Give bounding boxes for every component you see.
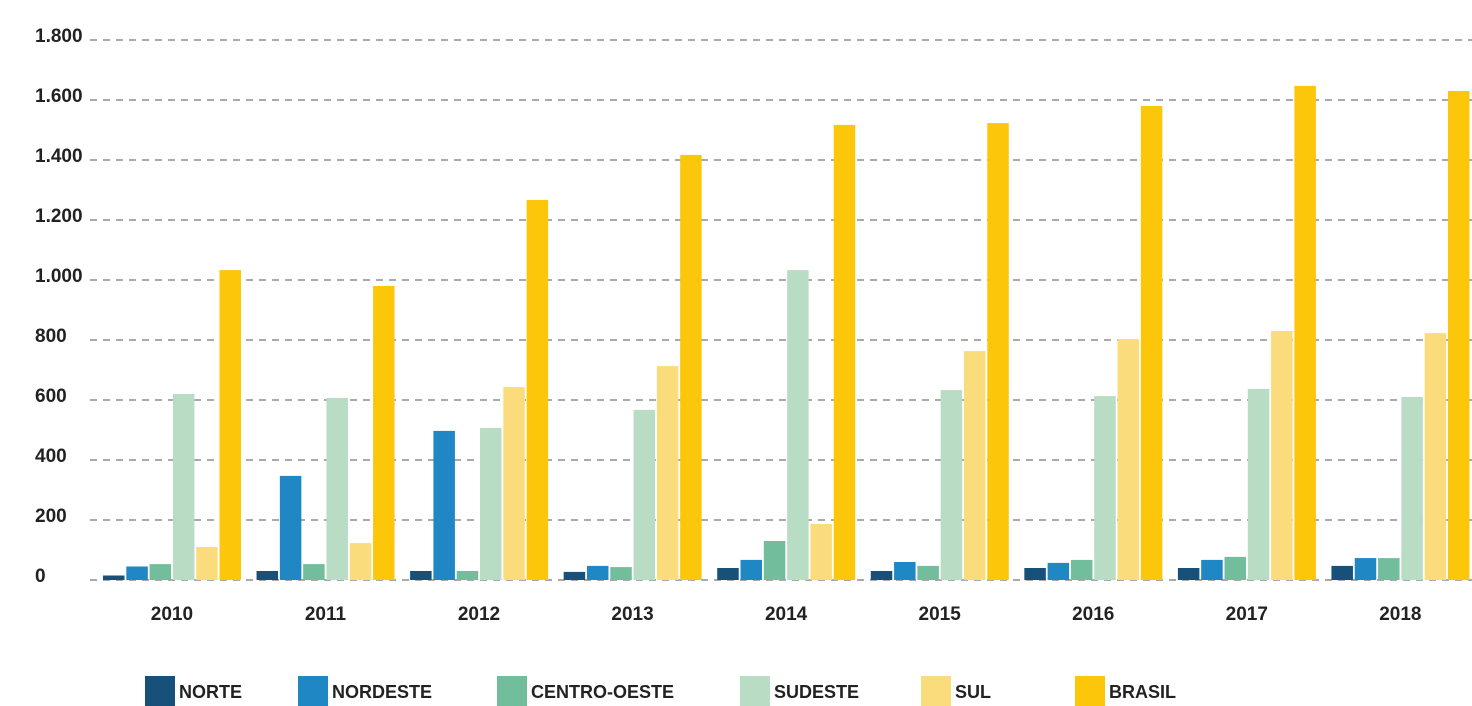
bar [717, 568, 739, 580]
y-tick-label: 1.200 [35, 206, 83, 227]
legend-swatch [1075, 676, 1105, 706]
legend-swatch [497, 676, 527, 706]
bar [963, 351, 986, 580]
y-tick-label: 400 [35, 446, 67, 467]
bar [326, 397, 348, 580]
y-tick-label: 1.600 [35, 86, 83, 107]
bar [1201, 559, 1223, 580]
bar [373, 286, 395, 580]
bar [196, 547, 218, 580]
legend-label: SUDESTE [774, 682, 859, 702]
legend-label: CENTRO-OESTE [531, 682, 674, 702]
bar [1070, 559, 1093, 580]
bar [172, 394, 195, 580]
bar [1047, 562, 1070, 580]
bar [940, 390, 963, 580]
bar [256, 571, 279, 580]
y-tick-label: 1.400 [35, 146, 83, 167]
bar [1140, 106, 1163, 580]
bar [810, 523, 832, 580]
legend-swatch [740, 676, 770, 706]
bar [1177, 568, 1200, 580]
bar [480, 427, 502, 580]
y-tick-label: 0 [35, 566, 46, 587]
legend-label: SUL [955, 682, 991, 702]
legend-label: NORTE [179, 682, 242, 702]
bar [610, 567, 632, 580]
bar [1224, 556, 1246, 580]
x-tick-label: 2018 [1379, 604, 1421, 625]
bar [1378, 558, 1400, 580]
bar [1294, 85, 1316, 581]
bar [1024, 568, 1046, 580]
bar [656, 366, 679, 580]
bar [1247, 388, 1270, 580]
y-tick-label: 200 [35, 506, 67, 527]
bar [126, 566, 148, 580]
bar [1424, 333, 1447, 580]
bar [149, 564, 172, 580]
x-tick-label: 2015 [919, 604, 962, 625]
bar [763, 541, 786, 580]
bar [586, 565, 609, 580]
legend-swatch [298, 676, 328, 706]
x-tick-label: 2013 [611, 604, 653, 625]
y-tick-label: 1.800 [35, 26, 83, 47]
x-tick-label: 2011 [305, 604, 347, 625]
bar [1331, 565, 1353, 580]
x-tick-label: 2017 [1226, 604, 1268, 625]
bar [1094, 396, 1116, 580]
legend-label: BRASIL [1109, 682, 1176, 702]
bar [219, 270, 241, 580]
bar [1401, 397, 1423, 580]
bar [1117, 339, 1140, 580]
y-tick-label: 1.000 [35, 266, 83, 287]
bar [279, 475, 302, 580]
bar [1447, 91, 1470, 580]
bar [870, 571, 893, 580]
legend-swatch [921, 676, 951, 706]
bar [503, 387, 525, 580]
bar [456, 571, 479, 580]
bar [633, 409, 656, 580]
bar [917, 565, 939, 580]
bar [987, 123, 1009, 580]
bar [680, 154, 702, 580]
x-tick-label: 2014 [765, 604, 808, 625]
y-tick-label: 800 [35, 326, 67, 347]
bar [787, 270, 809, 580]
bar [563, 571, 586, 580]
y-tick-label: 600 [35, 386, 67, 407]
bar [410, 571, 432, 580]
bar [1271, 331, 1293, 580]
bar [433, 430, 455, 580]
legend-label: NORDESTE [332, 682, 432, 702]
legend-swatch [145, 676, 175, 706]
x-tick-label: 2016 [1072, 604, 1114, 625]
bar [349, 543, 372, 580]
bar [103, 575, 125, 580]
x-tick-label: 2012 [458, 604, 500, 625]
bar [526, 199, 549, 580]
bar [1354, 558, 1377, 580]
bar [303, 564, 325, 580]
bar [894, 562, 916, 580]
bar [740, 559, 763, 580]
x-tick-label: 2010 [151, 604, 193, 625]
bar [833, 124, 856, 581]
